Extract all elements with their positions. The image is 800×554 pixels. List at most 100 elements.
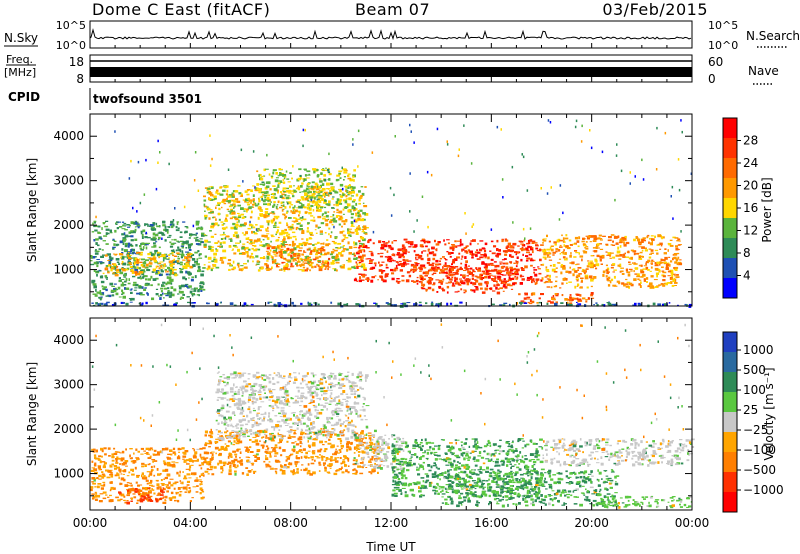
heat-cell-power [93,261,97,265]
heat-cell-power [459,266,462,269]
heat-cell-velocity [125,465,128,467]
heat-cell-power [94,256,97,258]
heat-cell-power [385,266,389,269]
heat-cell-power [526,257,530,259]
heat-cell-power [222,234,226,236]
heat-cell-velocity [114,451,117,453]
heat-cell-power [547,252,551,254]
heat-cell-power [674,285,677,286]
heat-cell-power [134,226,137,228]
heat-cell-power [463,269,466,271]
heat-cell-power [248,206,252,210]
heat-cell-velocity [200,467,203,470]
heat-cell-power [273,253,277,255]
heat-cell-power [233,199,236,203]
heat-cell-power [574,236,579,240]
heat-cell-power [599,248,604,250]
heat-cell-power [321,265,324,268]
heat-cell-power [550,301,554,304]
heat-cell-velocity [311,443,316,447]
heat-cell-power [193,289,197,292]
heat-cell-power [174,207,176,210]
heat-cell-power [546,234,548,238]
heat-cell-velocity [220,465,224,469]
heat-cell-power [625,241,630,245]
heat-cell-power [452,282,455,286]
heat-cell-power [358,202,361,205]
heat-cell-power [662,275,666,278]
heat-cell-power [550,186,552,189]
heat-cell-power [331,255,336,259]
heat-cell-power [97,303,101,307]
heat-cell-power [583,251,588,254]
heat-cell-power [215,206,217,209]
heat-cell-power [407,260,409,262]
heat-cell-power [204,214,208,218]
heat-cell-power [187,259,191,262]
heat-cell-power [358,198,361,202]
heat-cell-power [357,259,362,262]
heat-cell-power [505,280,508,283]
heat-cell-power [212,222,216,226]
heat-cell-power [626,281,631,284]
heat-cell-power [188,285,192,288]
heat-cell-power [592,240,597,242]
heat-cell-power [452,248,455,252]
heat-cell-power [249,216,253,219]
heat-cell-power [461,248,465,251]
heat-cell-power [446,265,450,268]
heat-cell-power [233,207,235,209]
heat-cell-power [343,171,348,174]
heat-cell-power [381,271,384,274]
heat-cell-velocity [142,486,144,488]
heat-cell-velocity [97,483,102,485]
heat-cell-velocity [146,494,150,497]
heat-cell-power [130,269,134,272]
heat-cell-power [514,269,517,271]
heat-cell-power [667,275,671,277]
heat-cell-velocity [106,476,111,479]
heat-cell-power [176,221,180,223]
heat-cell-power [347,241,350,245]
heat-cell-power [377,253,380,255]
heat-cell-power [329,216,333,218]
heat-cell-power [265,190,269,194]
heat-cell-power [284,215,288,219]
heat-cell-velocity [323,464,325,467]
heat-cell-power [530,248,534,251]
heat-cell-power [656,244,660,246]
heat-cell-velocity [289,453,293,456]
heat-cell-velocity [302,448,306,451]
heat-cell-velocity [149,447,153,449]
heat-cell-velocity [335,448,337,450]
heat-cell-power [322,217,326,220]
heat-cell-power [304,251,307,253]
heat-cell-power [610,244,613,246]
heat-cell-power [670,278,673,281]
heat-cell-power [411,268,414,271]
heat-cell-power [397,263,401,266]
heat-cell-power [111,285,115,287]
heat-cell-power [511,274,516,276]
heat-cell-velocity [111,455,115,459]
heat-cell-velocity [319,454,321,456]
heat-cell-power [273,188,278,192]
heat-cell-velocity [293,431,296,434]
heat-cell-power [279,195,283,198]
heat-cell-power [444,268,448,271]
heat-cell-power [597,237,601,239]
heat-cell-velocity [119,452,122,454]
heat-cell-power [605,275,608,278]
heat-cell-power [135,244,138,247]
heat-cell-power [434,266,437,268]
heat-cell-power [139,201,142,205]
heat-cell-power [299,191,302,193]
heat-cell-power [647,259,651,262]
heat-cell-velocity [134,488,138,491]
heat-cell-power [379,264,382,267]
heat-cell-power [427,257,431,261]
heat-cell-power [467,270,472,274]
heat-cell-power [288,197,292,199]
heat-cell-power [412,271,415,273]
heat-cell-power [262,199,266,203]
